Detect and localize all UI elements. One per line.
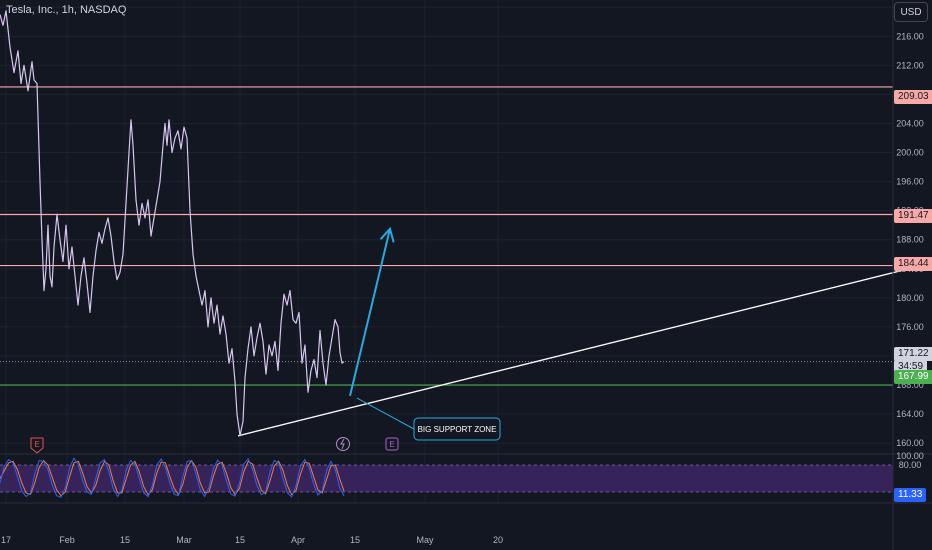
time-tick-label: Feb bbox=[59, 535, 75, 545]
price-label-current: 171.22 bbox=[894, 347, 932, 361]
price-tick-label: 164.00 bbox=[896, 409, 924, 419]
grid-lines bbox=[0, 0, 893, 503]
stoch-d-line bbox=[0, 459, 345, 497]
support-zone-annotation[interactable]: BIG SUPPORT ZONE bbox=[413, 417, 501, 441]
price-tick-label: 200.00 bbox=[896, 148, 924, 158]
price-label-support: 167.99 bbox=[894, 370, 932, 384]
oscillator-band bbox=[0, 465, 893, 492]
price-tick-label: 216.00 bbox=[896, 31, 924, 41]
earnings-marker-future[interactable]: E bbox=[385, 437, 399, 451]
price-label-resistance-2: 191.47 bbox=[894, 209, 932, 223]
time-axis-ticks[interactable]: 17 Feb 15 Mar 15 Apr 15 May 20 bbox=[1, 535, 503, 545]
price-tick-label: 204.00 bbox=[896, 118, 924, 128]
earnings-marker-future-label: E bbox=[389, 440, 394, 449]
arrow-head bbox=[379, 226, 395, 243]
horizontal-levels bbox=[0, 86, 893, 386]
oscillator-lines bbox=[0, 457, 893, 499]
price-tick-label: 188.00 bbox=[896, 235, 924, 245]
price-tick-label: 180.00 bbox=[896, 293, 924, 303]
arrow-shaft bbox=[349, 228, 391, 397]
time-tick-label: 20 bbox=[493, 535, 503, 545]
price-tick-label: 212.00 bbox=[896, 60, 924, 70]
time-tick-label: 15 bbox=[235, 535, 245, 545]
time-tick-label: Apr bbox=[291, 535, 305, 545]
price-tick-label: 160.00 bbox=[896, 438, 924, 448]
time-tick-label: Mar bbox=[176, 535, 192, 545]
price-tick-label: 196.00 bbox=[896, 177, 924, 187]
currency-button[interactable]: USD bbox=[894, 2, 928, 22]
time-tick-label: May bbox=[416, 535, 434, 545]
price-label-resistance-1: 209.03 bbox=[894, 90, 932, 104]
annotation-connector bbox=[356, 397, 415, 430]
price-label-resistance-3: 184.44 bbox=[894, 257, 932, 271]
price-tick-label: 176.00 bbox=[896, 322, 924, 332]
time-tick-label: 15 bbox=[120, 535, 130, 545]
earnings-marker-label: E bbox=[34, 440, 39, 449]
annotation-label: BIG SUPPORT ZONE bbox=[418, 425, 497, 434]
price-series-line bbox=[0, 10, 345, 437]
trendline[interactable] bbox=[237, 262, 932, 437]
time-tick-label: 15 bbox=[350, 535, 360, 545]
oscillator-tick-label: 80.00 bbox=[899, 460, 922, 470]
dividend-lightning-icon[interactable] bbox=[336, 437, 350, 451]
oscillator-value-label: 11.33 bbox=[894, 488, 927, 502]
price-tick-label: 168.00 bbox=[896, 380, 924, 390]
symbol-title[interactable]: Tesla, Inc., 1h, NASDAQ bbox=[6, 4, 127, 16]
projection-arrow[interactable] bbox=[349, 226, 395, 397]
time-tick-label: 17 bbox=[1, 535, 11, 545]
earnings-marker[interactable]: E bbox=[30, 437, 44, 454]
stoch-k-line bbox=[0, 457, 345, 499]
oscillator-tick-label: 100.00 bbox=[896, 451, 924, 461]
